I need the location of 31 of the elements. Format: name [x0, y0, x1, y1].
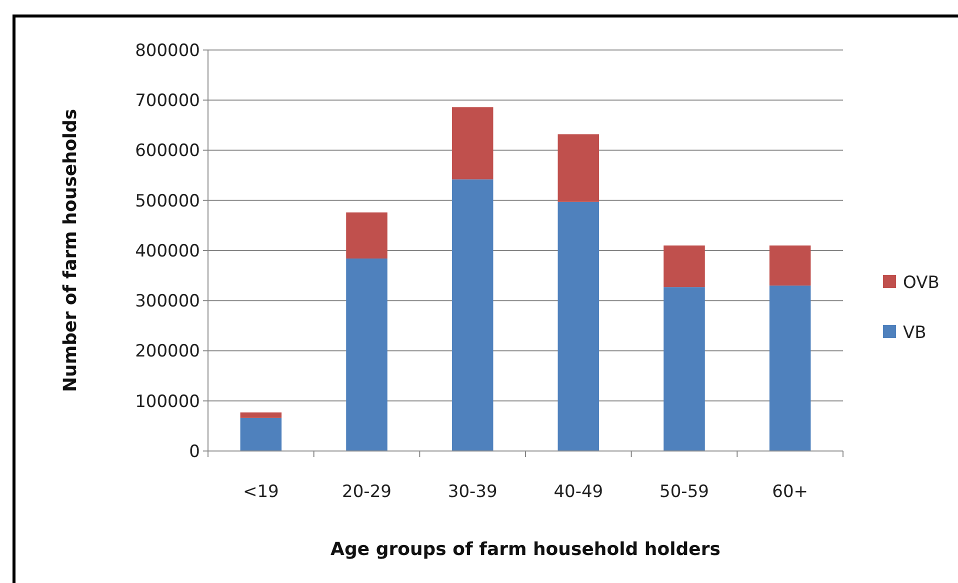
bar [346, 212, 388, 259]
y-tick-label: 300000 [135, 292, 200, 312]
bar [558, 202, 600, 451]
y-tick-label: 700000 [135, 91, 200, 112]
x-tick-label: 20-29 [342, 482, 392, 502]
bar [769, 286, 811, 451]
legend-label: OVB [903, 272, 940, 293]
bar [664, 287, 705, 451]
bar [558, 134, 600, 202]
y-axis-title: Number of farm households [60, 108, 81, 392]
x-axis-title: Age groups of farm household holders [330, 539, 720, 560]
bar [346, 258, 388, 451]
y-tick-label: 200000 [135, 342, 200, 362]
bar [769, 245, 811, 286]
x-tick-label: 50-59 [660, 482, 709, 502]
legend-label: VB [903, 322, 926, 343]
x-tick-label: <19 [242, 482, 279, 502]
y-tick-label: 800000 [135, 40, 200, 61]
y-tick-label: 0 [189, 442, 200, 462]
y-tick-label: 100000 [135, 392, 200, 412]
bar [664, 245, 705, 288]
bar [452, 107, 494, 180]
y-tick-label: 500000 [135, 191, 200, 212]
x-tick-label: 30-39 [448, 482, 498, 502]
y-tick-label: 600000 [135, 141, 200, 162]
bar [240, 412, 282, 418]
bar [452, 179, 494, 451]
x-tick-label: 60+ [772, 482, 808, 502]
y-tick-label: 400000 [135, 241, 200, 262]
bar [240, 418, 282, 451]
x-tick-label: 40-49 [554, 482, 604, 502]
